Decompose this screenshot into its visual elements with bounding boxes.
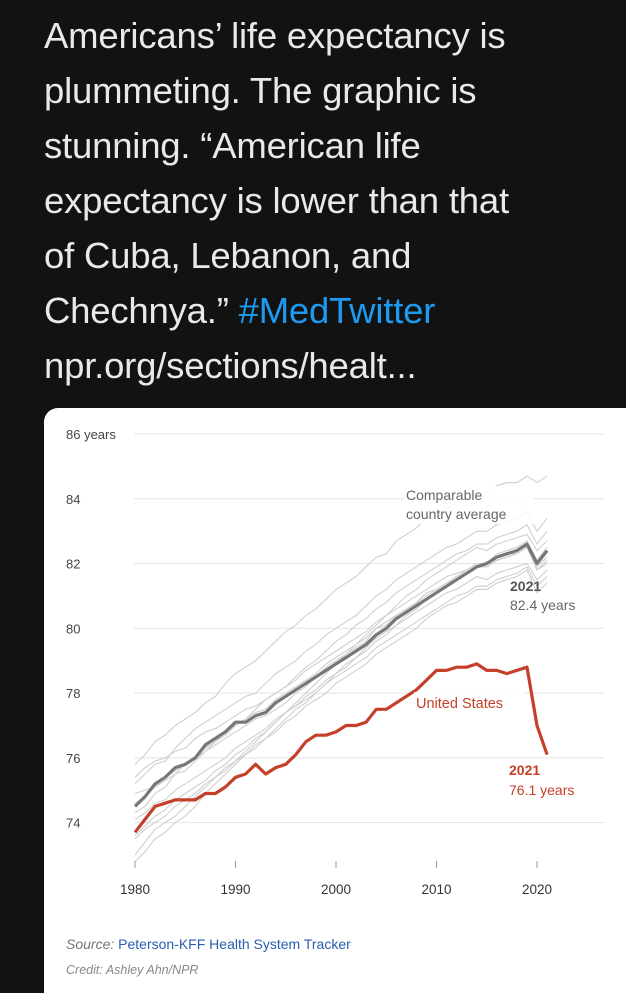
tweet-line-4: expectancy is lower than that xyxy=(44,180,509,221)
us-value-label: 76.1 years xyxy=(509,782,574,798)
tweet-link[interactable]: npr.org/sections/healt... xyxy=(44,345,417,386)
credit-line: Credit: Ashley Ahn/NPR xyxy=(66,963,199,977)
x-tick-label-2020: 2020 xyxy=(522,882,552,897)
x-axis-ticks: 1980 1990 2000 2010 2020 xyxy=(120,861,552,897)
us-year-label: 2021 xyxy=(509,762,540,778)
x-tick-label-1990: 1990 xyxy=(220,882,250,897)
y-tick-label-80: 80 xyxy=(66,621,80,636)
label-halo xyxy=(404,486,534,524)
us-label-halo xyxy=(414,692,524,714)
source-label: Source: xyxy=(66,936,115,952)
tweet-line-6: Chechnya.” #MedTwitter xyxy=(44,283,624,338)
y-tick-label-78: 78 xyxy=(66,686,80,701)
grid-layer: 86 years 84 82 80 78 76 74 xyxy=(66,427,604,831)
comparison-country-line-3 xyxy=(134,540,548,814)
comparable-label-line2: country average xyxy=(406,506,507,522)
y-tick-label-74: 74 xyxy=(66,816,80,831)
comparison-country-line-11 xyxy=(134,546,548,778)
chart-image-card[interactable]: 86 years 84 82 80 78 76 74 1980 1990 2000 2010 202… xyxy=(44,408,626,993)
comparison-country-line-2 xyxy=(134,510,548,785)
source-line: Source: Peterson-KFF Health System Track… xyxy=(66,936,351,952)
comparable-average-line xyxy=(133,542,549,808)
comparison-country-line-10 xyxy=(134,523,548,804)
tweet-line-3: stunning. “American life xyxy=(44,125,421,166)
comparison-country-line-9 xyxy=(134,569,548,840)
hashtag-link[interactable]: #MedTwitter xyxy=(238,290,436,331)
life-expectancy-chart: 86 years 84 82 80 78 76 74 1980 1990 2000 2010 202… xyxy=(66,427,604,897)
tweet-line-5: of Cuba, Lebanon, and xyxy=(44,235,412,276)
comparable-label-line1: Comparable xyxy=(406,487,482,503)
united-states-line xyxy=(133,662,549,834)
tweet-line-6-text: Chechnya.” xyxy=(44,290,239,331)
comparison-country-line-7 xyxy=(134,566,548,820)
tweet-line-2: plummeting. The graphic is xyxy=(44,70,477,111)
annotations: Comparable country average 2021 82.4 years U… xyxy=(404,486,575,798)
y-tick-label-84: 84 xyxy=(66,492,80,507)
x-tick-label-2000: 2000 xyxy=(321,882,351,897)
avg-year-label: 2021 xyxy=(510,578,541,594)
tweet-text: Americans’ life expectancy is plummeting… xyxy=(44,8,624,393)
tweet-line-1: Americans’ life expectancy is xyxy=(44,15,506,56)
y-tick-label-82: 82 xyxy=(66,557,80,572)
avg-value-label: 82.4 years xyxy=(510,597,575,613)
us-label: United States xyxy=(416,696,503,712)
y-tick-label-76: 76 xyxy=(66,751,80,766)
source-link[interactable]: Peterson-KFF Health System Tracker xyxy=(118,936,351,952)
x-tick-label-2010: 2010 xyxy=(421,882,451,897)
series-lines xyxy=(133,542,549,834)
x-tick-label-1980: 1980 xyxy=(120,882,150,897)
y-tick-label-86: 86 years xyxy=(66,427,116,442)
comparison-country-lines xyxy=(134,475,548,862)
